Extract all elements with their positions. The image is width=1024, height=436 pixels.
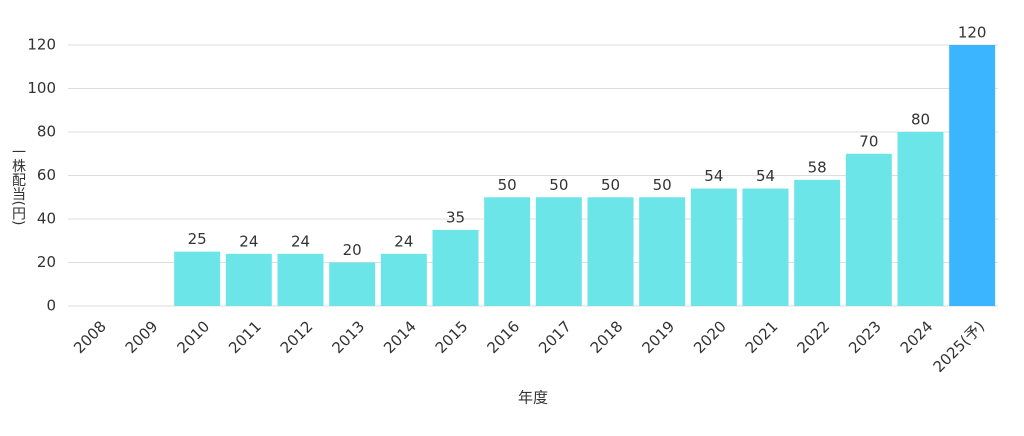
x-tick-label: 2024 xyxy=(897,317,937,357)
x-tick-label: 2010 xyxy=(173,317,213,357)
value-label: 35 xyxy=(446,208,465,226)
bar xyxy=(742,188,789,306)
x-tick-label: 2022 xyxy=(793,317,833,357)
y-tick-label: 80 xyxy=(37,123,56,141)
bar xyxy=(587,197,634,306)
bar xyxy=(174,251,221,306)
y-axis-label: 一株配当(円) xyxy=(10,145,26,226)
x-tick-label: 2012 xyxy=(277,317,317,357)
value-label: 80 xyxy=(911,111,930,129)
value-label: 50 xyxy=(601,176,620,194)
value-label: 24 xyxy=(239,232,258,250)
x-tick-label: 2011 xyxy=(225,317,265,357)
bar xyxy=(484,197,531,306)
bar xyxy=(845,153,892,306)
x-tick-label: 2020 xyxy=(690,317,730,357)
x-tick-label: 2015 xyxy=(432,317,472,357)
bar xyxy=(432,229,479,306)
bar xyxy=(225,253,272,306)
value-label: 50 xyxy=(653,176,672,194)
y-tick-label: 60 xyxy=(37,166,56,184)
value-label: 54 xyxy=(704,167,723,185)
x-tick-label: 2016 xyxy=(483,317,523,357)
bar xyxy=(690,188,737,306)
bar xyxy=(535,197,582,306)
bar xyxy=(277,253,324,306)
x-tick-label: 2021 xyxy=(742,317,782,357)
x-axis-label: 年度 xyxy=(518,389,548,407)
bar xyxy=(639,197,686,306)
bar xyxy=(329,262,376,306)
x-tick-label: 2023 xyxy=(845,317,885,357)
bar xyxy=(380,253,427,306)
value-label: 20 xyxy=(343,241,362,259)
value-label: 120 xyxy=(958,24,987,42)
value-label: 70 xyxy=(859,132,878,150)
y-tick-label: 40 xyxy=(37,210,56,228)
x-tick-label: 2013 xyxy=(328,317,368,357)
x-tick-label: 2017 xyxy=(535,317,575,357)
y-tick-label: 120 xyxy=(27,36,56,54)
bar xyxy=(897,132,944,306)
x-tick-label: 2018 xyxy=(587,317,627,357)
value-label: 24 xyxy=(394,232,413,250)
x-tick-label: 2025(予) xyxy=(930,317,989,376)
x-tick-label: 2008 xyxy=(70,317,110,357)
bar xyxy=(794,179,841,306)
value-label: 58 xyxy=(808,158,827,176)
y-tick-label: 0 xyxy=(46,297,56,315)
value-label: 24 xyxy=(291,232,310,250)
x-tick-label: 2019 xyxy=(638,317,678,357)
value-label: 25 xyxy=(188,230,207,248)
x-tick-label: 2009 xyxy=(122,317,162,357)
value-label: 50 xyxy=(549,176,568,194)
value-label: 54 xyxy=(756,167,775,185)
y-tick-label: 20 xyxy=(37,253,56,271)
y-tick-label: 100 xyxy=(27,79,56,97)
bar xyxy=(949,45,996,306)
value-label: 50 xyxy=(498,176,517,194)
x-tick-label: 2014 xyxy=(380,317,420,357)
